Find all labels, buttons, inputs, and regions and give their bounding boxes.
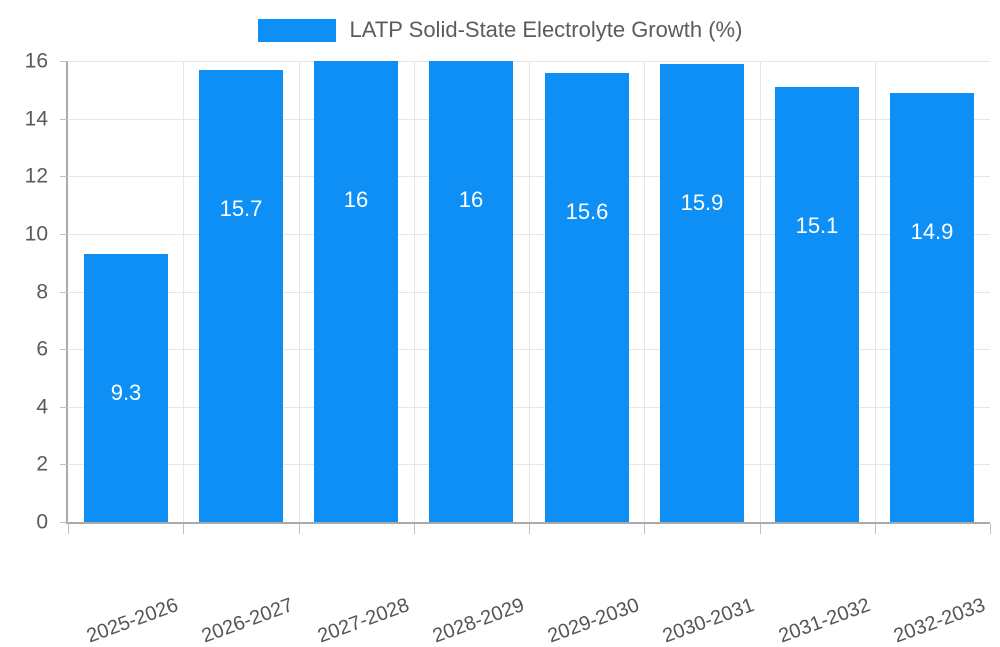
x-tick-mark — [183, 524, 184, 534]
x-tick-label: 2031-2032 — [775, 594, 874, 647]
x-tick-label: 2029-2030 — [544, 594, 643, 647]
x-gridline — [414, 61, 415, 522]
legend-swatch-latp-solid-state-electrolyte-growth — [257, 18, 336, 42]
y-tick-mark — [60, 464, 68, 466]
x-tick-mark — [644, 524, 645, 534]
bar-value-label: 14.9 — [910, 219, 954, 244]
bar-value-label: 9.3 — [110, 380, 142, 405]
bar[interactable] — [660, 64, 744, 522]
x-tick-mark — [529, 524, 530, 534]
y-tick-label: 4 — [36, 395, 48, 419]
bar-value-label: 15.9 — [680, 190, 724, 215]
y-tick-mark — [60, 349, 68, 351]
bar[interactable] — [84, 254, 168, 522]
x-tick-label: 2028-2029 — [429, 594, 528, 647]
bar[interactable] — [429, 61, 513, 522]
y-tick-label: 8 — [36, 280, 48, 303]
x-tick-mark — [875, 524, 876, 534]
bar-value-label: 15.7 — [219, 196, 263, 221]
x-gridline — [299, 61, 300, 522]
bar[interactable] — [199, 70, 283, 522]
bar[interactable] — [890, 93, 974, 522]
x-tick-label: 2032-2033 — [890, 594, 989, 647]
x-gridline — [183, 61, 184, 522]
y-tick-label: 0 — [36, 510, 48, 534]
bar[interactable] — [314, 61, 398, 522]
x-tick-mark — [68, 524, 69, 534]
x-tick-mark — [990, 524, 991, 534]
x-tick-label: 2027-2028 — [314, 594, 413, 647]
x-tick-mark — [299, 524, 300, 534]
legend-label-latp-solid-state-electrolyte-growth: LATP Solid-State Electrolyte Growth (%) — [349, 17, 743, 42]
y-tick-label: 6 — [36, 337, 48, 361]
x-tick-label: 2030-2031 — [659, 594, 758, 647]
y-tick-label: 14 — [24, 107, 48, 131]
bar-value-label: 15.1 — [795, 213, 839, 238]
x-gridline — [644, 61, 645, 522]
y-tick-label: 12 — [24, 164, 48, 188]
bar-chart: LATP Solid-State Electrolyte Growth (%) … — [0, 10, 1000, 647]
x-axis-line — [66, 522, 990, 524]
x-tick-mark — [414, 524, 415, 534]
bar[interactable] — [775, 87, 859, 522]
bar-value-label: 16 — [343, 187, 369, 212]
bar-value-label: 15.6 — [565, 199, 609, 224]
x-tick-mark — [760, 524, 761, 534]
bar[interactable] — [545, 73, 629, 522]
y-tick-mark — [60, 61, 68, 62]
plot-area: 0 2 4 6 8 10 12 14 16 9.3 2025-2026 15.7 2026-2027 16… — [25, 51, 991, 647]
x-tick-label: 2026-2027 — [198, 594, 297, 647]
x-gridline — [875, 61, 876, 522]
y-tick-mark — [60, 406, 68, 408]
y-tick-mark — [60, 176, 68, 178]
y-tick-mark — [60, 291, 68, 293]
x-gridline — [529, 61, 530, 522]
y-tick-label: 2 — [36, 452, 48, 476]
y-tick-mark — [60, 233, 68, 235]
chart-legend: LATP Solid-State Electrolyte Growth (%) — [0, 10, 1000, 50]
y-tick-mark — [60, 118, 68, 120]
x-gridline — [760, 61, 761, 522]
y-tick-label: 10 — [24, 222, 48, 246]
x-tick-label: 2025-2026 — [83, 594, 182, 647]
bar-value-label: 16 — [458, 187, 484, 212]
y-tick-mark — [60, 522, 68, 523]
y-tick-label: 16 — [24, 49, 48, 73]
